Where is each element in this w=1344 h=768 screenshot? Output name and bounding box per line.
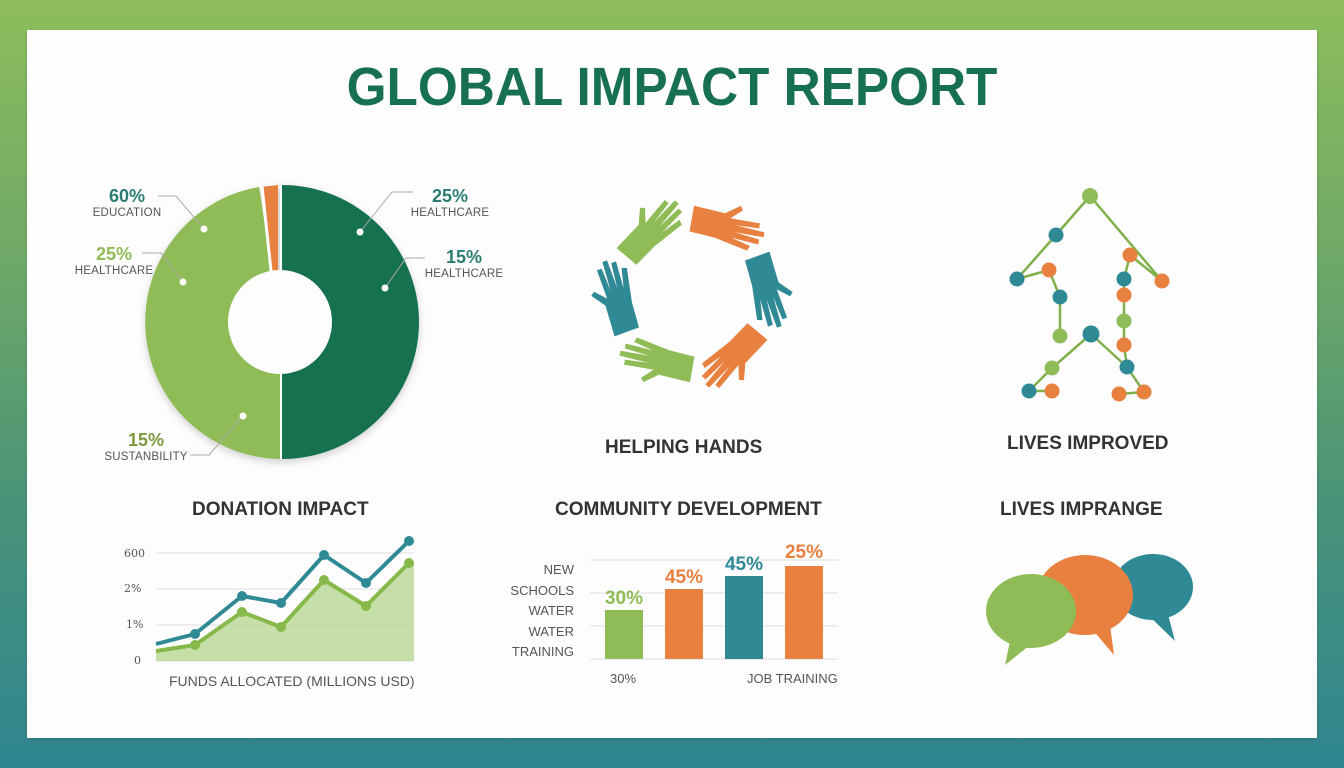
y-tick: 2%: [124, 582, 142, 595]
network-node: [1136, 384, 1152, 400]
network-node: [1048, 227, 1064, 243]
network-node: [1082, 325, 1100, 343]
y-label: TRAINING: [511, 644, 574, 659]
leader-dot: [239, 412, 247, 420]
green-area: [156, 563, 414, 661]
helping-hands-icon: [581, 186, 803, 402]
network-node: [1116, 337, 1132, 353]
donut-label-healthcare-top-right: 25% HEALTHCARE: [410, 186, 490, 219]
lives-improved-label: LIVES IMPROVED: [1007, 433, 1169, 454]
y-label: NEW: [543, 562, 574, 577]
network-node: [1009, 271, 1025, 287]
donut-label-pct: 25%: [431, 186, 469, 206]
network-node: [1052, 289, 1068, 305]
network-node: [1021, 383, 1037, 399]
y-label: WATER: [528, 624, 575, 639]
leader-dot: [179, 278, 187, 286]
donut-segment-light-green: [145, 187, 280, 459]
leader-dot: [381, 284, 389, 292]
community-development-title: COMMUNITY DEVELOPMENT: [555, 499, 822, 520]
donut-label-healthcare-left: 25% HEALTHCARE: [74, 244, 154, 277]
donut-segment-dark-green: [282, 185, 419, 459]
speech-bubbles-icon: [986, 554, 1193, 665]
donation-line-chart: [155, 536, 414, 662]
y-tick: 0: [134, 654, 141, 667]
donation-x-axis-label: FUNDS ALLOCATED (MILLIONS USD): [169, 673, 415, 689]
donut-hole: [228, 270, 332, 374]
network-node: [1116, 271, 1132, 287]
x-label: JOB TRAINING: [747, 671, 838, 686]
donut-label-name: HEALTHCARE: [424, 268, 504, 280]
lives-improved-network-icon: [1009, 188, 1170, 402]
bar-data-label: 30%: [604, 588, 644, 609]
network-node: [1052, 328, 1068, 344]
lives-imprange-title: LIVES IMPRANGE: [1000, 499, 1163, 520]
x-label: 30%: [610, 671, 637, 686]
network-node: [1154, 273, 1170, 289]
bar: [785, 566, 823, 659]
community-bar-chart: [590, 559, 838, 660]
bar: [725, 576, 763, 659]
donut-label-pct: 15%: [445, 247, 483, 267]
network-node: [1116, 313, 1132, 329]
bar-data-label: 45%: [664, 567, 704, 588]
y-label: SCHOOLS: [510, 583, 574, 598]
bar: [605, 610, 643, 659]
network-node: [1119, 359, 1135, 375]
network-node: [1116, 287, 1132, 303]
network-node: [1082, 188, 1098, 204]
donut-label-pct: 15%: [127, 430, 165, 450]
network-node: [1044, 383, 1060, 399]
donut-label-name: HEALTHCARE: [410, 207, 490, 219]
donut-label-name: HEALTHCARE: [74, 265, 154, 277]
donut-label-healthcare-right: 15% HEALTHCARE: [424, 247, 504, 280]
donut-label-sustainability: 15% SUSTANBILITY: [98, 430, 194, 463]
network-node: [1111, 386, 1127, 402]
y-tick: 1%: [126, 618, 144, 631]
donut-label-education: 60% EDUCATION: [92, 186, 162, 219]
leader-dot: [356, 228, 364, 236]
page-title: GLOBAL IMPACT REPORT: [346, 57, 998, 117]
donut-label-name: EDUCATION: [92, 207, 162, 219]
helping-hands-label: HELPING HANDS: [605, 437, 763, 458]
bar-data-label: 25%: [784, 542, 824, 563]
teal-speech-bubble-icon: [1113, 554, 1193, 641]
green-speech-bubble-icon: [986, 574, 1076, 665]
donut-label-pct: 60%: [108, 186, 146, 206]
network-node: [1044, 360, 1060, 376]
leader-dot: [200, 225, 208, 233]
y-label: WATER: [528, 603, 575, 618]
bar-data-label: 45%: [724, 554, 764, 575]
donut-label-pct: 25%: [95, 244, 133, 264]
donut-label-name: SUSTANBILITY: [104, 451, 188, 463]
y-tick: 600: [124, 547, 145, 560]
bar: [665, 589, 703, 659]
donation-impact-title: DONATION IMPACT: [192, 499, 369, 520]
network-node: [1041, 262, 1057, 278]
network-node: [1122, 247, 1138, 263]
